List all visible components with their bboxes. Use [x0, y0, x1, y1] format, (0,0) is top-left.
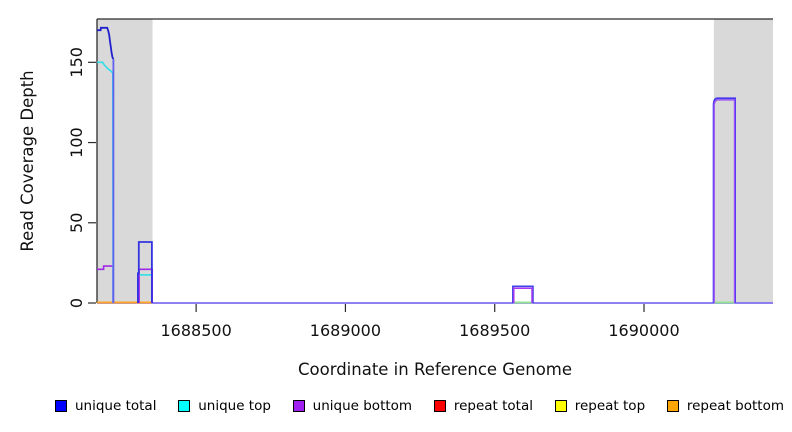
y-tick-label: 50	[67, 213, 86, 233]
legend: unique total unique top unique bottom re…	[55, 398, 784, 414]
legend-item-repeat-top: repeat top	[554, 398, 646, 414]
repeat-top-swatch-icon	[554, 400, 567, 412]
legend-label: repeat total	[453, 398, 533, 414]
y-tick-label: 100	[67, 127, 86, 158]
series-unique-total-box2	[136, 241, 153, 303]
series-unique-bottom-peak-right	[713, 99, 736, 303]
y-tick-label: 0	[67, 298, 86, 308]
x-tick-label: 1689500	[459, 321, 530, 340]
legend-item-repeat-total: repeat total	[433, 398, 533, 414]
x-tick-label: 1690000	[608, 321, 679, 340]
x-tick-label: 1688500	[160, 321, 231, 340]
series-unique-bottom-box3	[513, 287, 533, 303]
unique-top-swatch-icon	[178, 400, 191, 412]
y-tick-label: 150	[67, 47, 86, 78]
legend-label: unique top	[198, 398, 271, 414]
legend-item-repeat-bottom: repeat bottom	[666, 398, 784, 414]
legend-label: repeat top	[574, 398, 646, 414]
unique-bottom-swatch-icon	[292, 400, 305, 412]
series-unique-total-box3	[512, 285, 534, 303]
legend-label: unique total	[75, 398, 157, 414]
legend-item-unique-total: unique total	[55, 398, 156, 414]
legend-item-unique-bottom: unique bottom	[292, 398, 413, 414]
repeat-bottom-swatch-icon	[666, 400, 679, 412]
legend-label: repeat bottom	[686, 398, 784, 414]
series-unique-total-peak1-top	[97, 26, 115, 60]
legend-item-unique-top: unique top	[178, 398, 271, 414]
legend-label: unique bottom	[312, 398, 413, 414]
unique-total-swatch-icon	[55, 400, 67, 412]
series-unique-top-peak1	[97, 61, 114, 304]
repeat-total-swatch-icon	[433, 400, 446, 412]
series-unique-total-peak-right	[712, 97, 736, 303]
x-tick-label: 1689000	[310, 321, 381, 340]
y-axis-title: Read Coverage Depth	[18, 70, 37, 251]
x-axis-title: Coordinate in Reference Genome	[298, 360, 572, 379]
repeat-region-shade	[713, 19, 773, 303]
repeat-region-shade	[97, 19, 153, 303]
